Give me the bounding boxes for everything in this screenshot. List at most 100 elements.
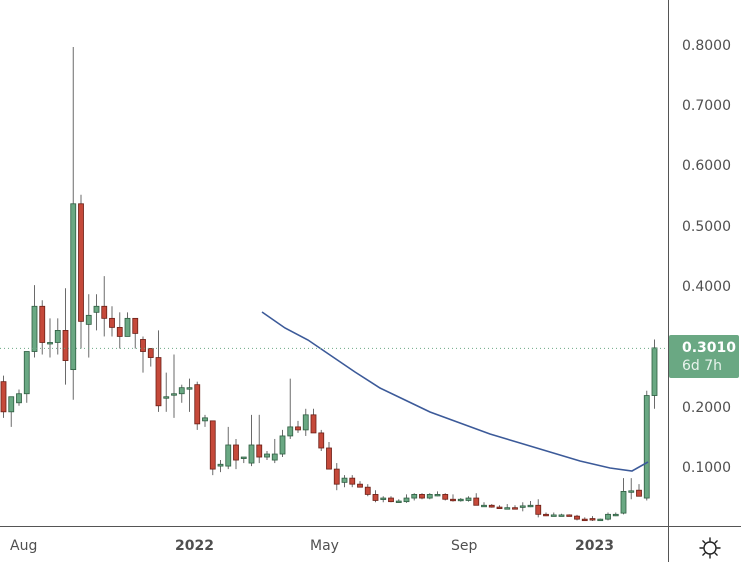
candle-up (481, 504, 487, 508)
candle-up (395, 500, 402, 503)
price-axis-label: 0.8000 (682, 38, 731, 54)
candle-down (450, 498, 456, 502)
candle-up (620, 491, 627, 514)
candle-down (496, 506, 503, 509)
candle-up (279, 435, 286, 455)
candle-up (504, 507, 511, 510)
candle-down (194, 384, 201, 425)
candle-up (70, 203, 77, 371)
candle-down (543, 513, 549, 517)
last-price-value: 0.3010 (682, 340, 737, 356)
candle-down (473, 497, 480, 506)
candle-down (442, 494, 449, 500)
candle-down (364, 486, 371, 495)
candle-up (16, 393, 22, 404)
candle-down (318, 432, 325, 449)
candle-up (248, 444, 255, 464)
candle-up (434, 494, 441, 497)
candle-up (124, 317, 131, 337)
time-axis-label: 2023 (575, 538, 614, 554)
candle-down (39, 305, 46, 343)
candle-down (140, 339, 146, 352)
candle-up (23, 351, 30, 395)
candle-down (155, 357, 162, 407)
candle-up (85, 314, 92, 325)
candle-down (535, 504, 542, 515)
candle-up (465, 497, 472, 501)
sun-gear-icon (699, 537, 721, 559)
candle-down (326, 447, 332, 470)
moving-average-line (261, 311, 649, 472)
time-axis-label: 2022 (175, 538, 214, 554)
time-axis-label: Aug (10, 538, 38, 554)
candle-down (78, 203, 84, 322)
last-price-badge: 0.3010 6d 7h (669, 335, 739, 378)
bar-countdown: 6d 7h (682, 358, 723, 374)
candle-up (403, 497, 410, 503)
candle-up (527, 504, 534, 508)
candle-up (47, 342, 53, 345)
candle-down (62, 330, 69, 361)
candle-down (581, 518, 588, 522)
candle-down (349, 477, 356, 485)
candle-up (287, 426, 294, 437)
price-axis-label: 0.2000 (682, 400, 731, 416)
candle-up (163, 396, 170, 399)
candle-down (0, 381, 7, 413)
candle-up (380, 497, 387, 500)
price-axis-label: 0.7000 (682, 98, 731, 114)
candle-up (597, 518, 604, 522)
candle-up (605, 513, 611, 520)
candle-down (372, 494, 379, 501)
candle-up (519, 505, 526, 508)
candle-up (8, 396, 15, 413)
candle-up (457, 498, 464, 502)
candle-up (426, 494, 433, 499)
candle-up (240, 456, 247, 459)
price-axis-label: 0.5000 (682, 219, 731, 235)
candle-down (636, 489, 642, 497)
candle-down (419, 494, 425, 499)
chart-settings-button[interactable] (698, 536, 722, 560)
price-axis-label: 0.6000 (682, 158, 731, 174)
price-axis-label: 0.4000 (682, 279, 731, 295)
candle-down (209, 420, 216, 470)
candle-bodies (0, 203, 658, 522)
candle-down (147, 348, 154, 358)
candle-up (186, 387, 193, 390)
time-axis-label: Sep (451, 538, 478, 554)
candle-up (31, 305, 38, 352)
time-axis-label: May (310, 538, 339, 554)
candle-up (54, 330, 61, 343)
candle-up (264, 453, 270, 458)
candle-down (566, 514, 573, 517)
candle-up (217, 463, 224, 467)
candle-up (550, 514, 557, 517)
candle-up (643, 395, 650, 499)
candle-up (651, 347, 658, 396)
candle-up (411, 494, 418, 499)
candle-down (589, 518, 596, 521)
candle-up (302, 414, 309, 431)
candle-up (171, 393, 177, 396)
candle-down (574, 515, 580, 520)
candle-up (93, 305, 100, 313)
candle-down (388, 497, 394, 503)
candle-up (178, 387, 185, 395)
candle-up (628, 490, 635, 493)
candle-down (233, 444, 239, 461)
candle-down (109, 317, 115, 328)
candle-down (101, 305, 108, 319)
candle-up (612, 513, 619, 517)
candle-up (341, 477, 348, 483)
candle-down (488, 504, 495, 508)
candle-up (558, 514, 565, 517)
candle-down (357, 483, 363, 488)
candle-down (256, 444, 263, 458)
candle-down (132, 317, 139, 334)
candle-down (310, 414, 317, 434)
candle-up (202, 417, 208, 422)
candle-down (512, 507, 518, 510)
